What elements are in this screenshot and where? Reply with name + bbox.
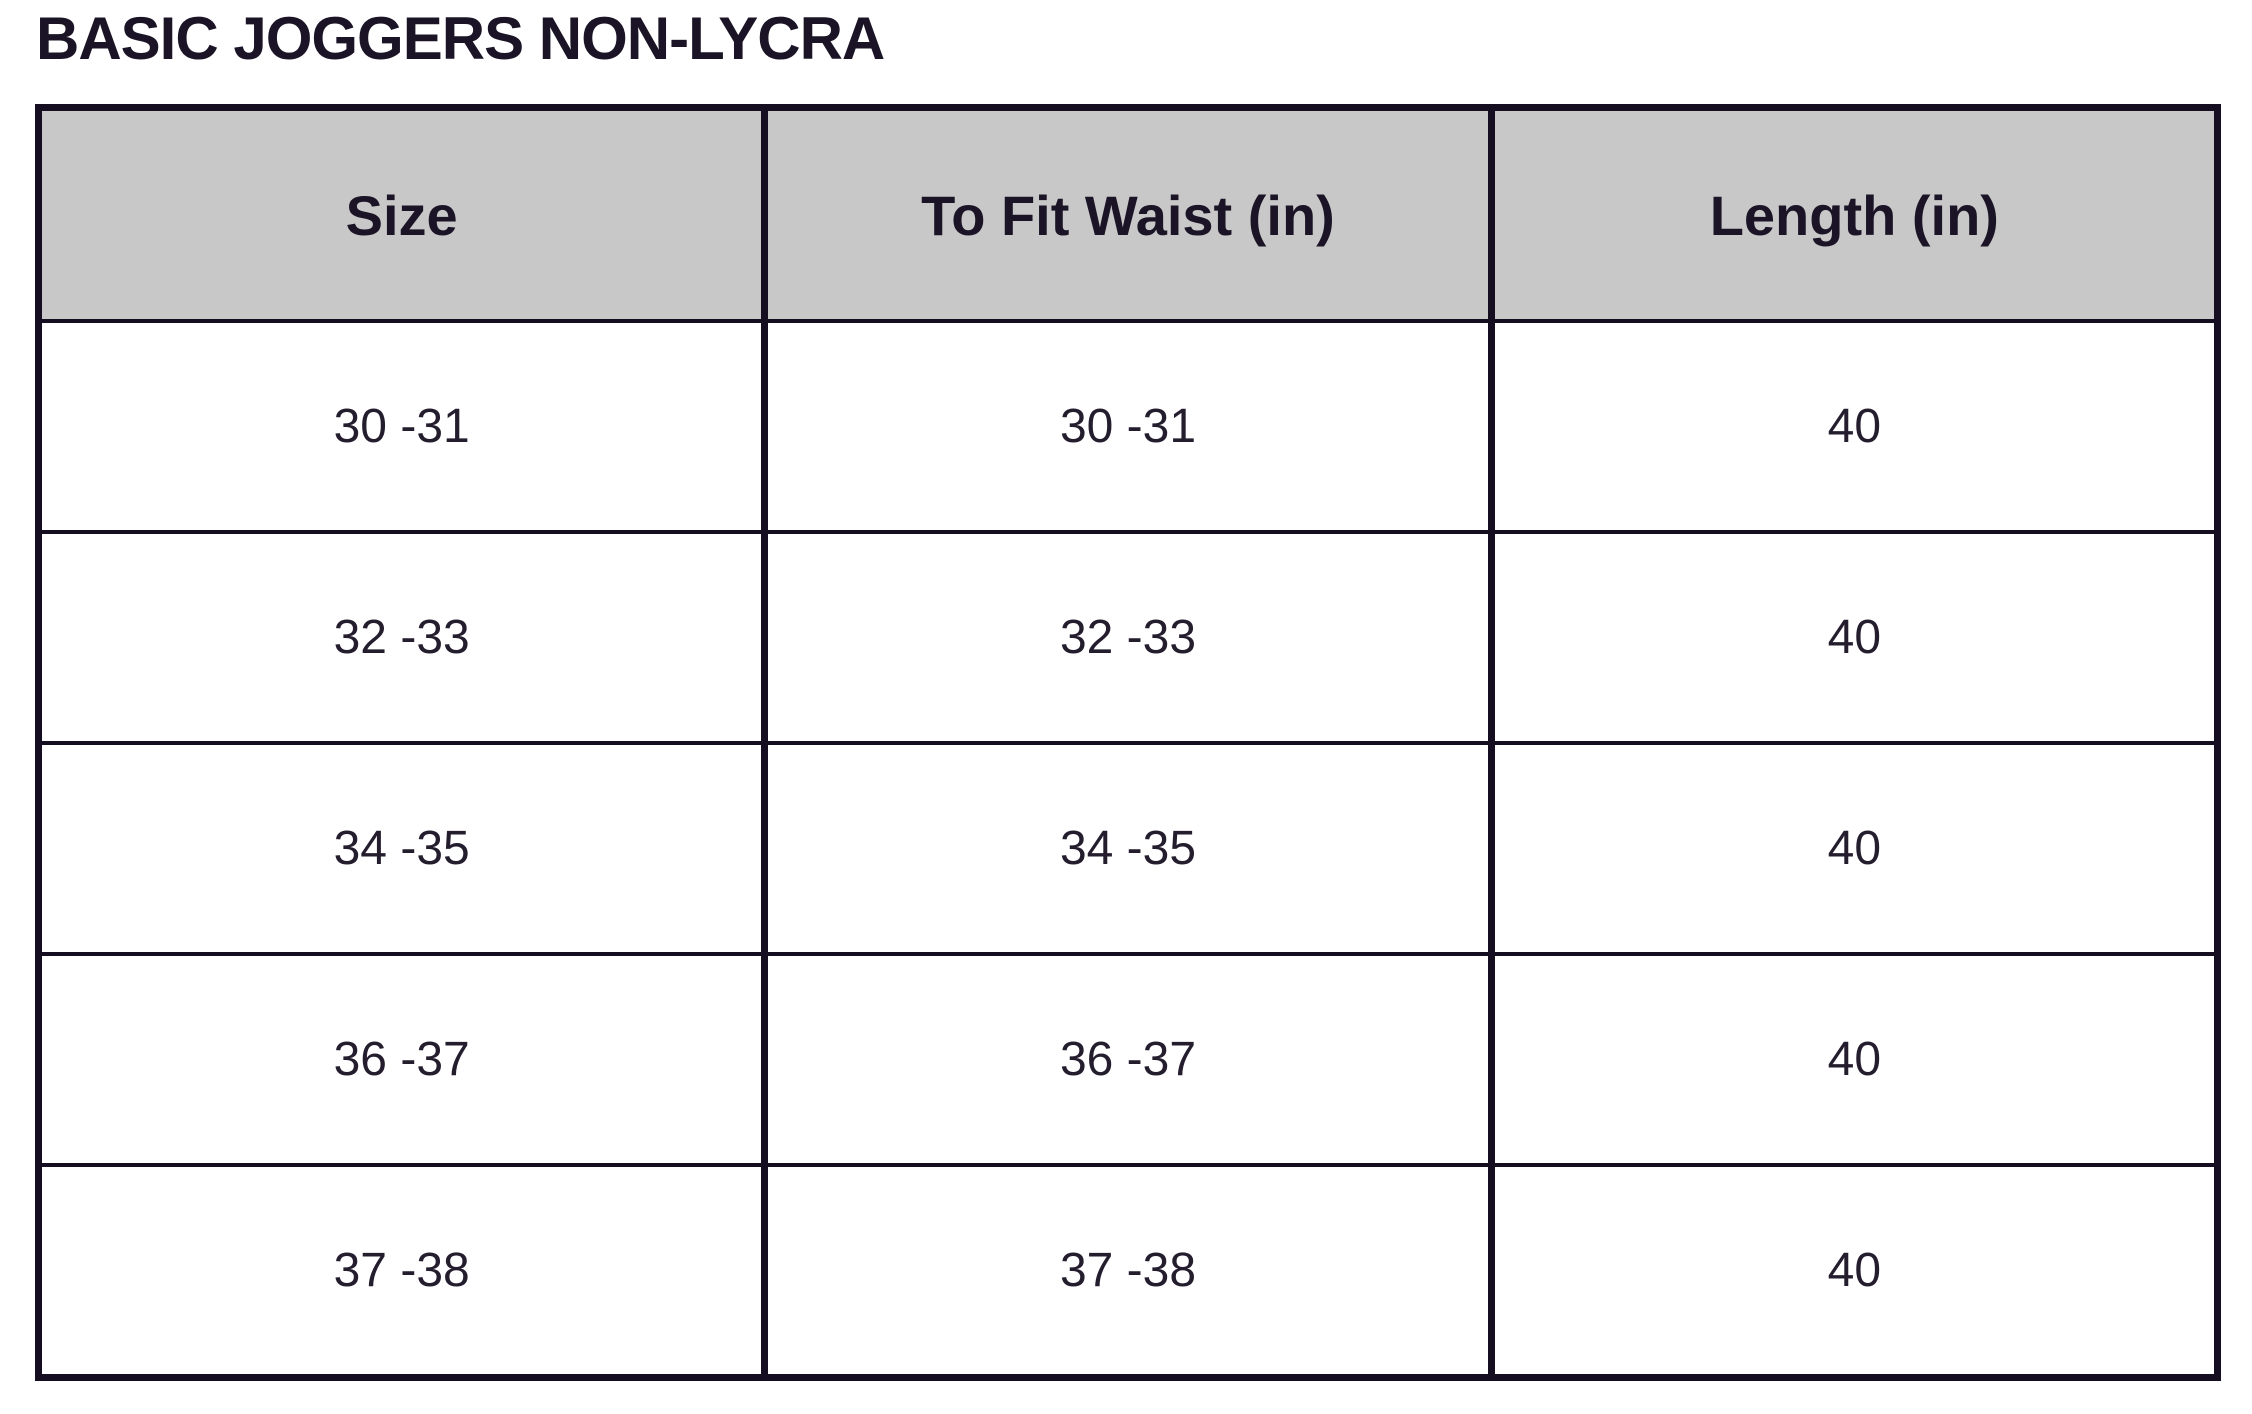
table-cell: 40 bbox=[1487, 1163, 2222, 1380]
table-cell: 30 -31 bbox=[34, 319, 769, 534]
table-cell: 32 -33 bbox=[761, 530, 1495, 745]
table-cell: 40 bbox=[1487, 319, 2222, 534]
header-cell-length: Length (in) bbox=[1487, 105, 2222, 323]
table-cell: 34 -35 bbox=[761, 741, 1495, 956]
size-chart-header: Size To Fit Waist (in) Length (in) bbox=[34, 105, 2222, 323]
table-row: 34 -35 34 -35 40 bbox=[34, 741, 2222, 956]
table-cell: 40 bbox=[1487, 530, 2222, 745]
table-cell: 32 -33 bbox=[34, 530, 769, 745]
table-cell: 40 bbox=[1487, 741, 2222, 956]
table-cell: 37 -38 bbox=[34, 1163, 769, 1380]
table-row: 32 -33 32 -33 40 bbox=[34, 530, 2222, 745]
table-row: 36 -37 36 -37 40 bbox=[34, 952, 2222, 1167]
header-cell-size: Size bbox=[34, 105, 769, 323]
table-cell: 36 -37 bbox=[761, 952, 1495, 1167]
table-cell: 34 -35 bbox=[34, 741, 769, 956]
size-chart-body: 30 -31 30 -31 40 32 -33 32 -33 40 34 -35… bbox=[34, 319, 2222, 1380]
table-cell: 36 -37 bbox=[34, 952, 769, 1167]
header-row: Size To Fit Waist (in) Length (in) bbox=[34, 105, 2222, 323]
table-cell: 37 -38 bbox=[761, 1163, 1495, 1380]
table-row: 30 -31 30 -31 40 bbox=[34, 319, 2222, 534]
size-chart-table: Size To Fit Waist (in) Length (in) 30 -3… bbox=[34, 104, 2222, 1381]
page-title: BASIC JOGGERS NON-LYCRA bbox=[36, 5, 885, 72]
header-cell-waist: To Fit Waist (in) bbox=[761, 105, 1495, 323]
table-cell: 40 bbox=[1487, 952, 2222, 1167]
table-row: 37 -38 37 -38 40 bbox=[34, 1163, 2222, 1380]
table-cell: 30 -31 bbox=[761, 319, 1495, 534]
